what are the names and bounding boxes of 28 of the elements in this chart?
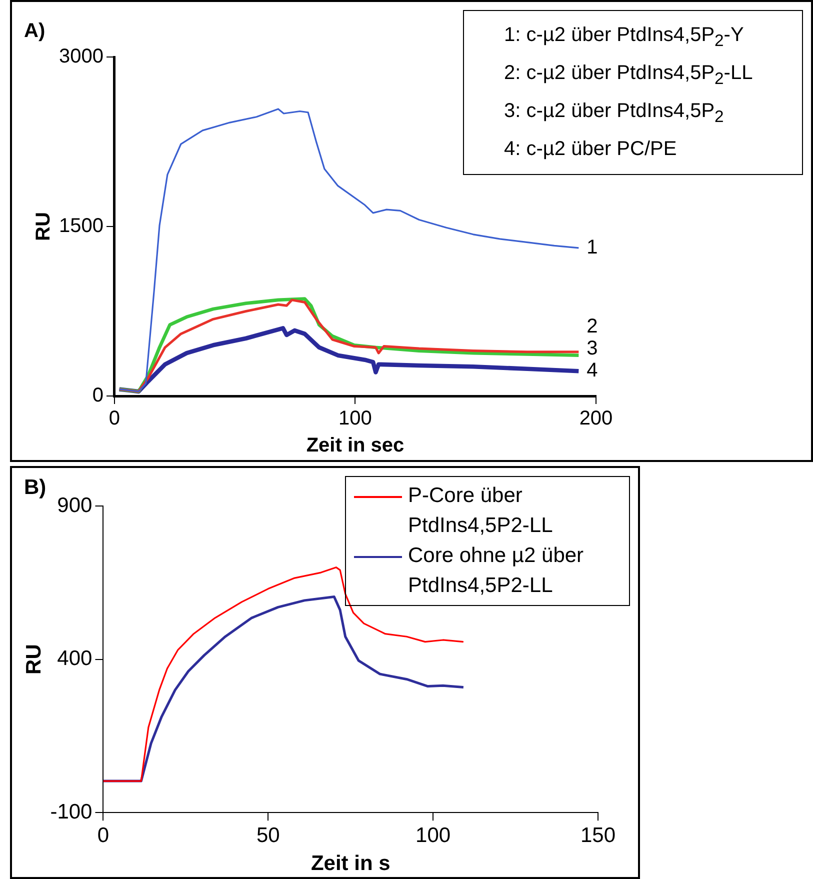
y-axis-title: RU: [22, 644, 46, 674]
y-tick-label: 900: [57, 494, 92, 517]
legend-label: P-Core über PtdIns4,5P2-LL: [408, 483, 554, 539]
series-label: 4: [586, 360, 598, 382]
annotation: 4: c-µ2 über PC/PE: [504, 137, 678, 162]
x-tick-label: 200: [579, 408, 613, 430]
x-tick-label: 100: [416, 824, 451, 847]
annotation: 2: c-µ2 über PtdIns4,5P$_{2}$-LL: [504, 61, 754, 90]
x-tick-label: 150: [580, 824, 616, 847]
y-tick-label: 0: [92, 384, 104, 407]
y-tick-label: -100: [50, 800, 92, 824]
text: B): [24, 476, 46, 500]
y-tick-label: 3000: [58, 46, 104, 68]
text: 1: c-µ2 über PtdIns4,5P$_{2}$-Y: [504, 23, 745, 52]
x-tick-label: 0: [108, 408, 120, 430]
x-tick-label: 50: [256, 824, 280, 847]
annotation: 3: c-µ2 über PtdIns4,5P$_{2}$: [504, 99, 725, 128]
y-tick-label: 400: [57, 647, 92, 670]
x-tick-label: 100: [338, 408, 372, 430]
series-label: 2: [586, 316, 598, 338]
x-axis-title: Zeit in s: [310, 852, 390, 876]
y-axis-title: RU: [32, 212, 55, 241]
text: A): [24, 20, 46, 43]
series-label: 1: [586, 236, 598, 258]
series-label: 3: [586, 338, 598, 360]
x-axis-title: Zeit in sec: [306, 434, 404, 457]
legend-label: Core ohne µ2 über PtdIns4,5P2-LL: [408, 543, 585, 599]
y-tick-label: 1500: [58, 215, 104, 238]
